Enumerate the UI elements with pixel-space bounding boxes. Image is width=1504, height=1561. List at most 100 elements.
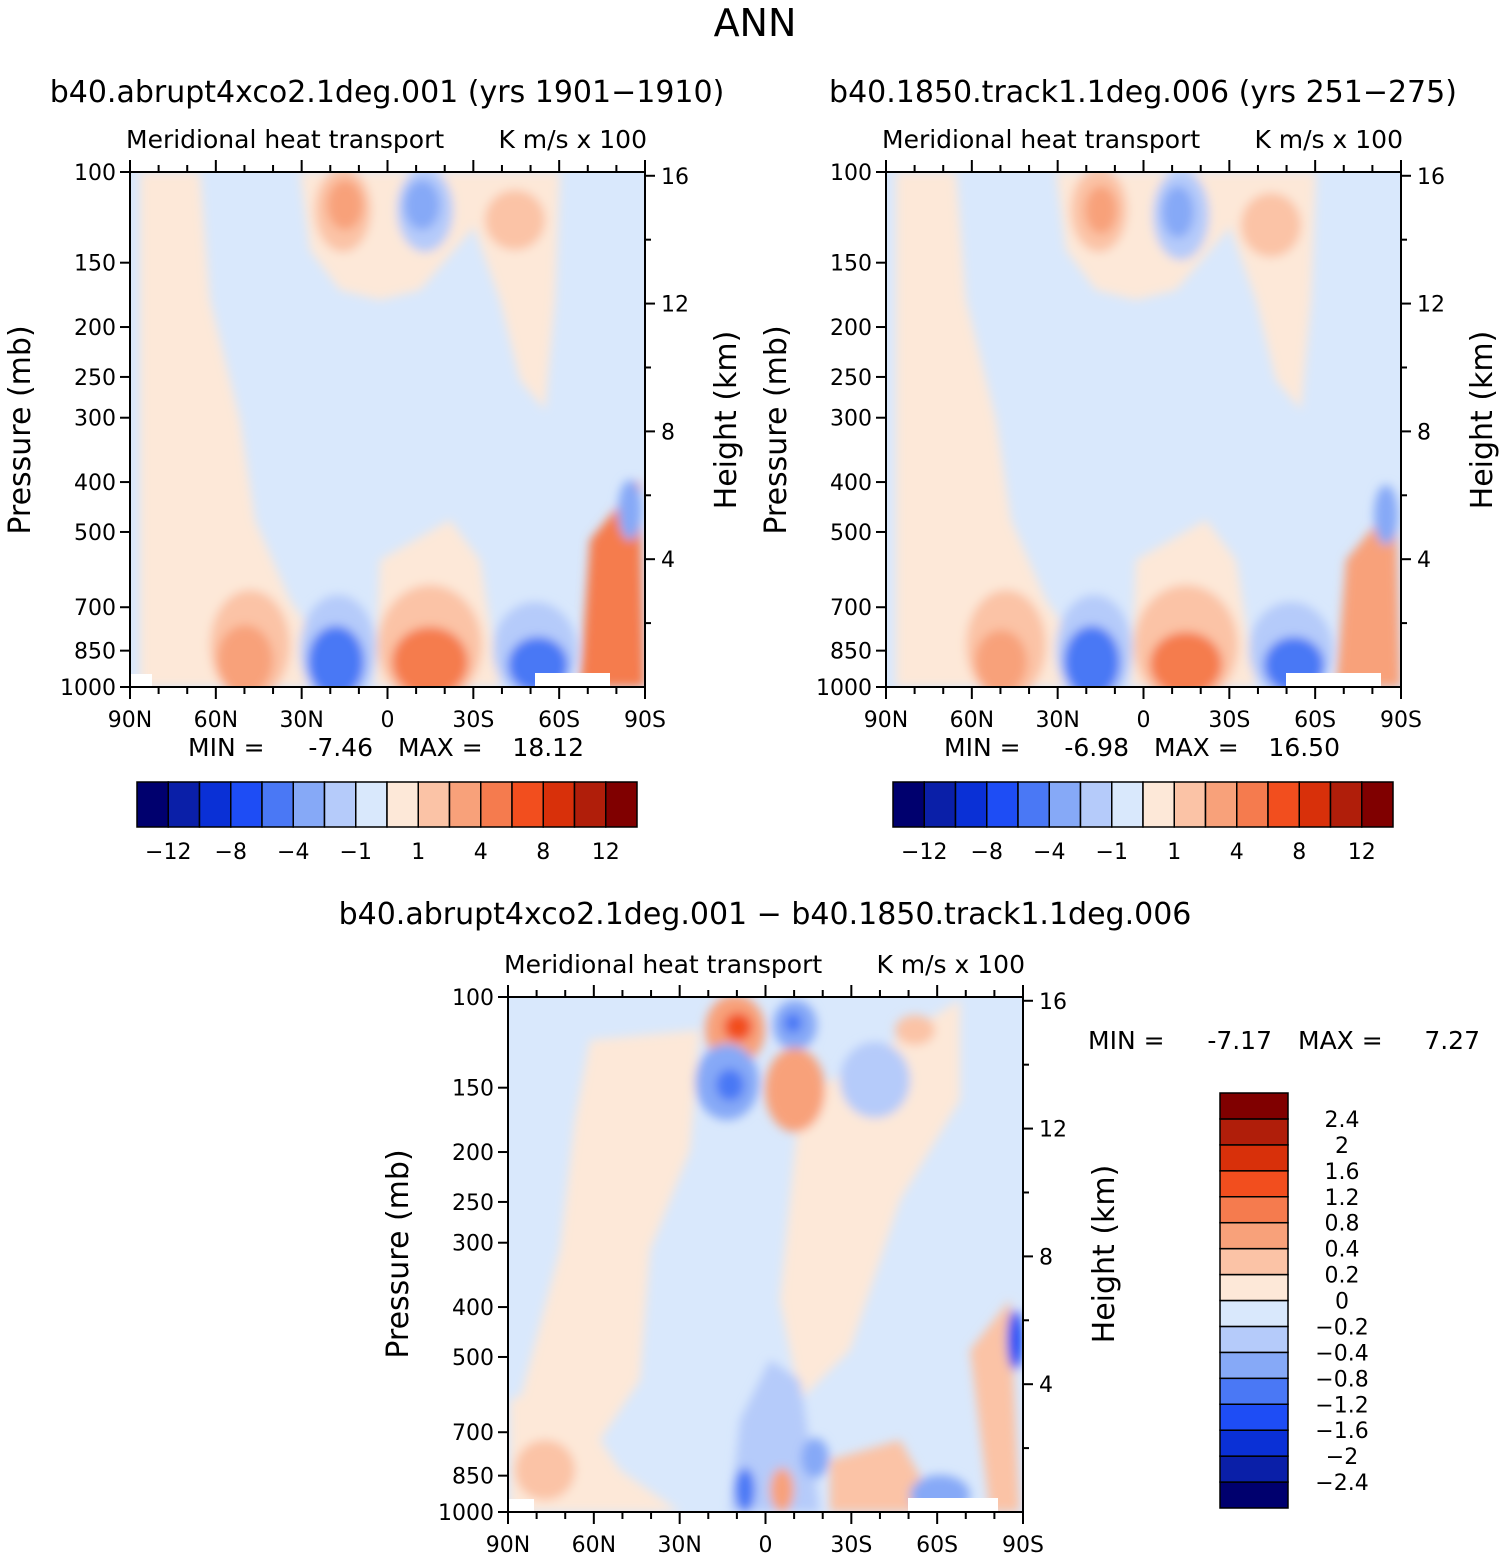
panel-b-subtitle-left: Meridional heat transport [882, 125, 1200, 154]
x-tick-label-30N: 30N [1035, 708, 1079, 733]
colorbar-label: −1 [340, 840, 372, 865]
panel-a-title: b40.abrupt4xco2.1deg.001 (yrs 1901−1910) [50, 75, 725, 110]
panel-c-polar-negative [1007, 1310, 1023, 1370]
y2-tick-label-4: 4 [1039, 1373, 1053, 1398]
panel-c-subtitle-left: Meridional heat transport [504, 950, 822, 979]
panel-a-subtitle-left: Meridional heat transport [126, 125, 444, 154]
colorbar-label: 1.6 [1325, 1160, 1360, 1185]
colorbar-label: 4 [1230, 840, 1244, 865]
panel-b-polar-negative [1374, 485, 1398, 545]
panel-c-colorbar: 2.421.61.20.80.40.20−0.2−0.4−0.8−1.2−1.6… [1219, 1092, 1369, 1509]
y-tick-label-500: 500 [452, 1346, 494, 1371]
panel-c-upper-positive-cell-2 [765, 1048, 825, 1132]
colorbar-box-5 [1219, 1351, 1289, 1380]
panel-b-nh-lower-positive-core [975, 630, 1027, 687]
y-tick-label-850: 850 [830, 640, 872, 665]
colorbar-box-13 [1298, 781, 1332, 828]
panel-b-min-label: MIN = [944, 733, 1021, 762]
colorbar-box-8 [1219, 1273, 1289, 1302]
colorbar-label: 0.2 [1325, 1264, 1360, 1289]
colorbar-label: −0.2 [1315, 1315, 1368, 1340]
colorbar-box-6 [1219, 1325, 1289, 1354]
panel-c-field [508, 997, 1023, 1512]
colorbar-label: 4 [474, 840, 488, 865]
colorbar-label: −8 [971, 840, 1003, 865]
colorbar-box-0 [136, 781, 169, 828]
y2-tick-label-8: 8 [1039, 1245, 1053, 1270]
colorbar-label: −12 [145, 840, 191, 865]
colorbar-box-7 [355, 781, 388, 828]
colorbar-label: −4 [1033, 840, 1065, 865]
colorbar-box-10 [1219, 1221, 1289, 1250]
panel-b-equatorial-lower-positive-core [1150, 632, 1222, 687]
colorbar-box-4 [1017, 781, 1050, 828]
y-tick-label-1000: 1000 [816, 676, 872, 701]
y-tick-label-100: 100 [830, 161, 872, 186]
y-tick-label-200: 200 [74, 316, 116, 341]
panel-b-max-value: 16.50 [1268, 733, 1340, 762]
panel-c-masked-region-nh [508, 1499, 534, 1512]
colorbar-label: 8 [536, 840, 550, 865]
panel-a-field [130, 172, 645, 687]
colorbar-box-9 [1173, 781, 1207, 828]
y-tick-label-700: 700 [830, 596, 872, 621]
panel-a-masked-region-nh [130, 674, 152, 687]
colorbar-box-12 [1267, 781, 1300, 828]
colorbar-label: −12 [901, 840, 947, 865]
colorbar-label: −2.4 [1315, 1471, 1368, 1496]
panel-c-subtitle-right: K m/s x 100 [876, 950, 1025, 979]
colorbar-box-10 [448, 781, 482, 828]
x-tick-label-30N: 30N [657, 1533, 701, 1558]
y-tick-label-300: 300 [74, 407, 116, 432]
panel-c-masked-region [908, 1498, 998, 1512]
x-tick-label-60N: 60N [194, 708, 238, 733]
panel-c-low-level-negative-core [735, 1468, 755, 1512]
panel-c-ylabel: Pressure (mb) [381, 1149, 416, 1358]
y-tick-label-1000: 1000 [60, 676, 116, 701]
panel-c-low-level-positive-core [770, 1468, 794, 1512]
x-tick-label-0: 0 [1137, 708, 1151, 733]
panel-a-nh-lower-positive-core [217, 625, 273, 687]
colorbar-label: 0.4 [1325, 1238, 1360, 1263]
panel-b-y2label: Height (km) [1465, 331, 1500, 510]
panel-c-axes: 100 150 200 250 300 400 500 700 850 1000 4 8 12 16 90N… [438, 985, 1067, 1558]
y-tick-label-700: 700 [452, 1421, 494, 1446]
colorbar-label: −1 [1096, 840, 1128, 865]
colorbar-label: −0.8 [1315, 1367, 1368, 1392]
colorbar-box-0 [892, 781, 925, 828]
panel-a-max-value: 18.12 [512, 733, 584, 762]
panel-a-upper-negative-core [404, 180, 440, 230]
colorbar-box-3 [986, 781, 1019, 828]
colorbar-box-7 [1219, 1299, 1289, 1328]
main-title: ANN [714, 1, 797, 45]
y2-tick-label-12: 12 [1417, 293, 1445, 318]
y2-tick-label-4: 4 [1417, 548, 1431, 573]
colorbar-box-10 [1204, 781, 1238, 828]
x-tick-label-90N: 90N [486, 1533, 530, 1558]
panel-c-max-value: 7.27 [1424, 1026, 1480, 1055]
y2-tick-label-12: 12 [1039, 1118, 1067, 1143]
x-tick-label-0: 0 [759, 1533, 773, 1558]
y2-tick-label-16: 16 [1039, 990, 1067, 1015]
colorbar-label: 0 [1335, 1290, 1349, 1315]
x-tick-label-30S: 30S [1208, 708, 1250, 733]
panel-c-upper-positive-core [724, 1013, 752, 1041]
colorbar-box-6 [323, 781, 357, 828]
x-tick-label-60N: 60N [950, 708, 994, 733]
panel-a-min-label: MIN = [188, 733, 265, 762]
colorbar-label: 0.8 [1325, 1212, 1360, 1237]
y2-tick-label-16: 16 [1417, 165, 1445, 190]
panel-c-max-label: MAX = [1298, 1026, 1383, 1055]
colorbar-box-1 [167, 781, 201, 828]
colorbar-box-8 [1142, 781, 1175, 828]
colorbar-label: 1 [1167, 840, 1181, 865]
panel-c-low-level-negative-2 [801, 1438, 829, 1478]
panel-c-contours [510, 997, 1023, 1512]
colorbar-box-2 [198, 781, 232, 828]
colorbar-box-1 [1219, 1455, 1289, 1483]
panel-a-ylabel: Pressure (mb) [3, 325, 38, 534]
panel-c-min-value: -7.17 [1207, 1026, 1272, 1055]
y2-tick-label-16: 16 [661, 165, 689, 190]
panel-b-subtitle-right: K m/s x 100 [1254, 125, 1403, 154]
colorbar-box-15 [1219, 1092, 1289, 1120]
